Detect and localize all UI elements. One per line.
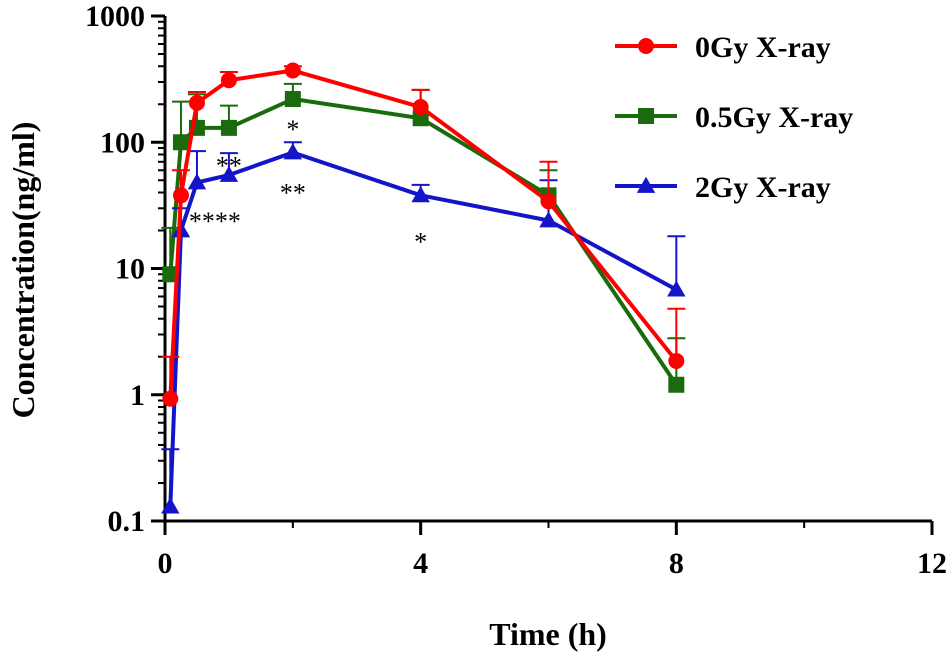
legend-label: 2Gy X-ray	[695, 171, 831, 204]
data-point	[162, 390, 179, 407]
data-point	[668, 376, 685, 393]
annotations: **********	[189, 115, 427, 256]
x-tick-label: 8	[669, 547, 684, 580]
legend-label: 0.5Gy X-ray	[695, 101, 853, 134]
data-point	[162, 266, 179, 283]
significance-marker: *	[286, 115, 299, 144]
data-point	[220, 119, 237, 136]
data-point	[667, 280, 686, 297]
x-tick-label: 0	[158, 547, 173, 580]
legend-label: 0Gy X-ray	[695, 31, 831, 64]
y-tick-label: 100	[100, 126, 145, 159]
data-point	[161, 497, 180, 514]
data-point	[284, 62, 301, 79]
data-point	[668, 353, 685, 370]
data-point	[172, 134, 189, 151]
series-line	[168, 150, 678, 507]
data-point	[187, 173, 207, 190]
significance-marker: ****	[189, 207, 241, 236]
y-tick-label: 10	[115, 253, 145, 286]
axes: 0.1 1 10 100 1000 0 4 8 12	[85, 0, 947, 580]
legend-marker	[638, 38, 654, 54]
legend-item: 2Gy X-ray	[615, 171, 831, 204]
data-point	[411, 186, 430, 203]
data-point	[284, 91, 301, 108]
legend-item: 0Gy X-ray	[615, 31, 831, 64]
x-tick-label: 12	[917, 547, 947, 580]
y-tick-label: 1	[130, 379, 145, 412]
y-axis-title: Concentration(ng/ml)	[5, 122, 41, 419]
data-point	[283, 143, 303, 160]
series-line	[168, 68, 678, 399]
data-point	[188, 94, 205, 111]
series-2gy-x-ray	[161, 141, 686, 514]
data-point	[412, 99, 429, 116]
legend-item: 0.5Gy X-ray	[615, 101, 853, 134]
significance-marker: **	[280, 178, 306, 207]
y-tick-label: 0.1	[108, 505, 146, 538]
y-tick-label: 1000	[85, 0, 145, 33]
data-point	[172, 187, 189, 204]
data-point	[412, 110, 429, 127]
legend: 0Gy X-ray 0.5Gy X-ray 2Gy X-ray	[615, 31, 853, 204]
series-layer	[161, 62, 686, 514]
legend-marker	[638, 108, 654, 124]
data-point	[539, 211, 558, 228]
significance-marker: **	[216, 151, 242, 180]
legend-marker	[636, 176, 656, 193]
data-point	[540, 193, 557, 210]
data-point	[220, 72, 237, 89]
significance-marker: *	[414, 227, 427, 256]
x-tick-label: 4	[413, 547, 428, 580]
data-point	[219, 165, 239, 182]
x-axis-title: Time (h)	[489, 616, 607, 652]
series-0gy-x-ray	[161, 62, 686, 407]
